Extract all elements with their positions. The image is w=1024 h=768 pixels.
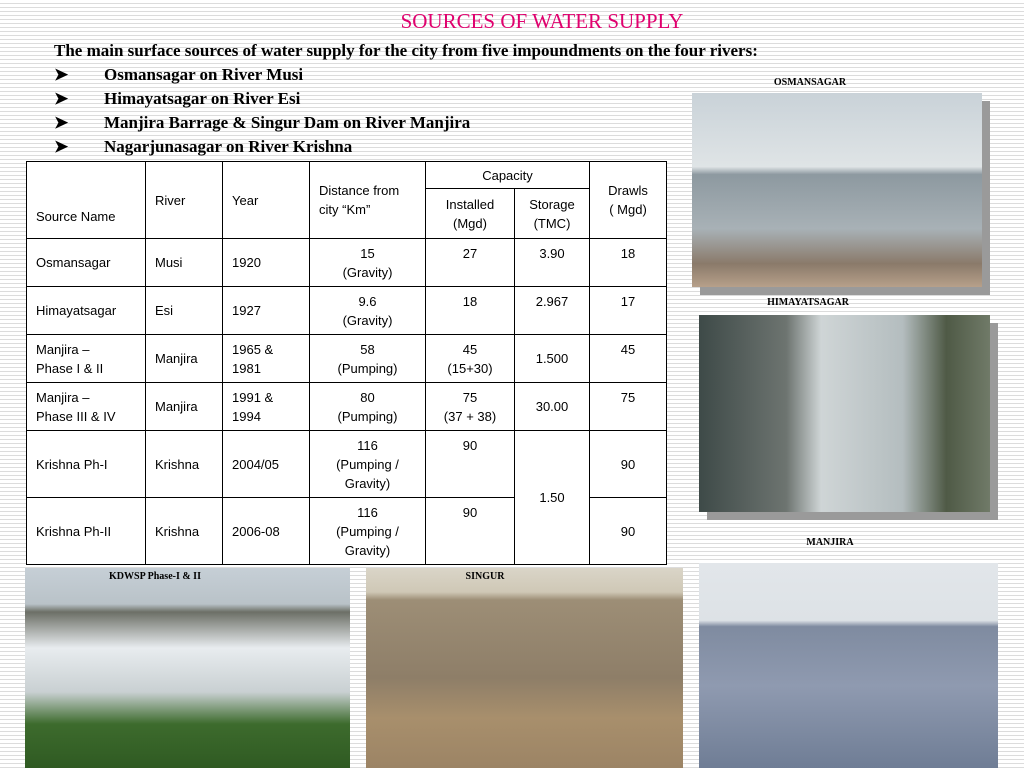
cell: 116 (Pumping / Gravity) [309, 430, 426, 498]
header-cell: River [145, 161, 223, 239]
cell: 18 [425, 286, 515, 335]
header-cell: Distance from city “Km” [309, 161, 426, 239]
bullet-text: Manjira Barrage & Singur Dam on River Ma… [104, 113, 471, 132]
cell: Krishna Ph-I [26, 430, 146, 498]
cell: Himayatsagar [26, 286, 146, 335]
cell: 90 [425, 497, 515, 565]
cell: 45 [589, 334, 667, 383]
cell: Krishna [145, 497, 223, 565]
header-cell: Installed (Mgd) [425, 188, 515, 239]
bullet: ➤ Osmansagar on River Musi [54, 65, 304, 84]
supply-table: Source Name River Year Distance from cit… [26, 161, 667, 565]
cell: Krishna [145, 430, 223, 498]
photo [25, 568, 350, 768]
bullet: ➤ Himayatsagar on River Esi [54, 89, 301, 108]
header-cell: Drawls ( Mgd) [589, 161, 667, 239]
cell: 90 [589, 430, 667, 498]
cell: 2.967 [514, 286, 590, 335]
cell: 45 (15+30) [425, 334, 515, 383]
cell: Manjira [145, 382, 223, 431]
photo [699, 315, 990, 512]
cell: 9.6 (Gravity) [309, 286, 426, 335]
photo [692, 93, 982, 287]
header-cell: Capacity [425, 161, 590, 189]
photo-caption: HIMAYATSAGAR [767, 297, 849, 308]
cell: 90 [425, 430, 515, 498]
cell: Manjira – Phase III & IV [26, 382, 146, 431]
bullet: ➤ Nagarjunasagar on River Krishna [54, 137, 353, 156]
cell: 75 (37 + 38) [425, 382, 515, 431]
cell: 1920 [222, 238, 310, 287]
photo-caption: KDWSP Phase-I & II [109, 571, 201, 582]
bullet-text: Nagarjunasagar on River Krishna [104, 137, 353, 156]
cell: 1991 & 1994 [222, 382, 310, 431]
cell: Manjira [145, 334, 223, 383]
cell: Manjira – Phase I & II [26, 334, 146, 383]
photo-caption: MANJIRA [806, 537, 854, 548]
header-cell: Storage (TMC) [514, 188, 590, 239]
cell: 1927 [222, 286, 310, 335]
photo [699, 563, 998, 768]
cell: 1.50 [514, 430, 590, 565]
cell: Esi [145, 286, 223, 335]
cell: 3.90 [514, 238, 590, 287]
photo [366, 568, 683, 768]
cell: 1965 & 1981 [222, 334, 310, 383]
cell: 1.500 [514, 334, 590, 383]
bullet-text: Osmansagar on River Musi [104, 65, 304, 84]
cell: 17 [589, 286, 667, 335]
cell: Musi [145, 238, 223, 287]
cell: 27 [425, 238, 515, 287]
cell: 2004/05 [222, 430, 310, 498]
cell: 75 [589, 382, 667, 431]
cell: 15 (Gravity) [309, 238, 426, 287]
cell: 18 [589, 238, 667, 287]
photo-caption: OSMANSAGAR [773, 77, 847, 88]
intro-text: The main surface sources of water supply… [54, 41, 758, 60]
header-cell: Year [222, 161, 310, 239]
cell: Osmansagar [26, 238, 146, 287]
photo-caption: SINGUR [465, 571, 505, 582]
bullet: ➤ Manjira Barrage & Singur Dam on River M… [54, 113, 471, 132]
cell: 116 (Pumping / Gravity) [309, 497, 426, 565]
cell: Krishna Ph-II [26, 497, 146, 565]
header-cell: Source Name [26, 161, 146, 239]
cell: 2006-08 [222, 497, 310, 565]
cell: 58 (Pumping) [309, 334, 426, 383]
cell: 90 [589, 497, 667, 565]
cell: 80 (Pumping) [309, 382, 426, 431]
bullet-text: Himayatsagar on River Esi [104, 89, 301, 108]
title: SOURCES OF WATER SUPPLY [400, 9, 684, 33]
cell: 30.00 [514, 382, 590, 431]
